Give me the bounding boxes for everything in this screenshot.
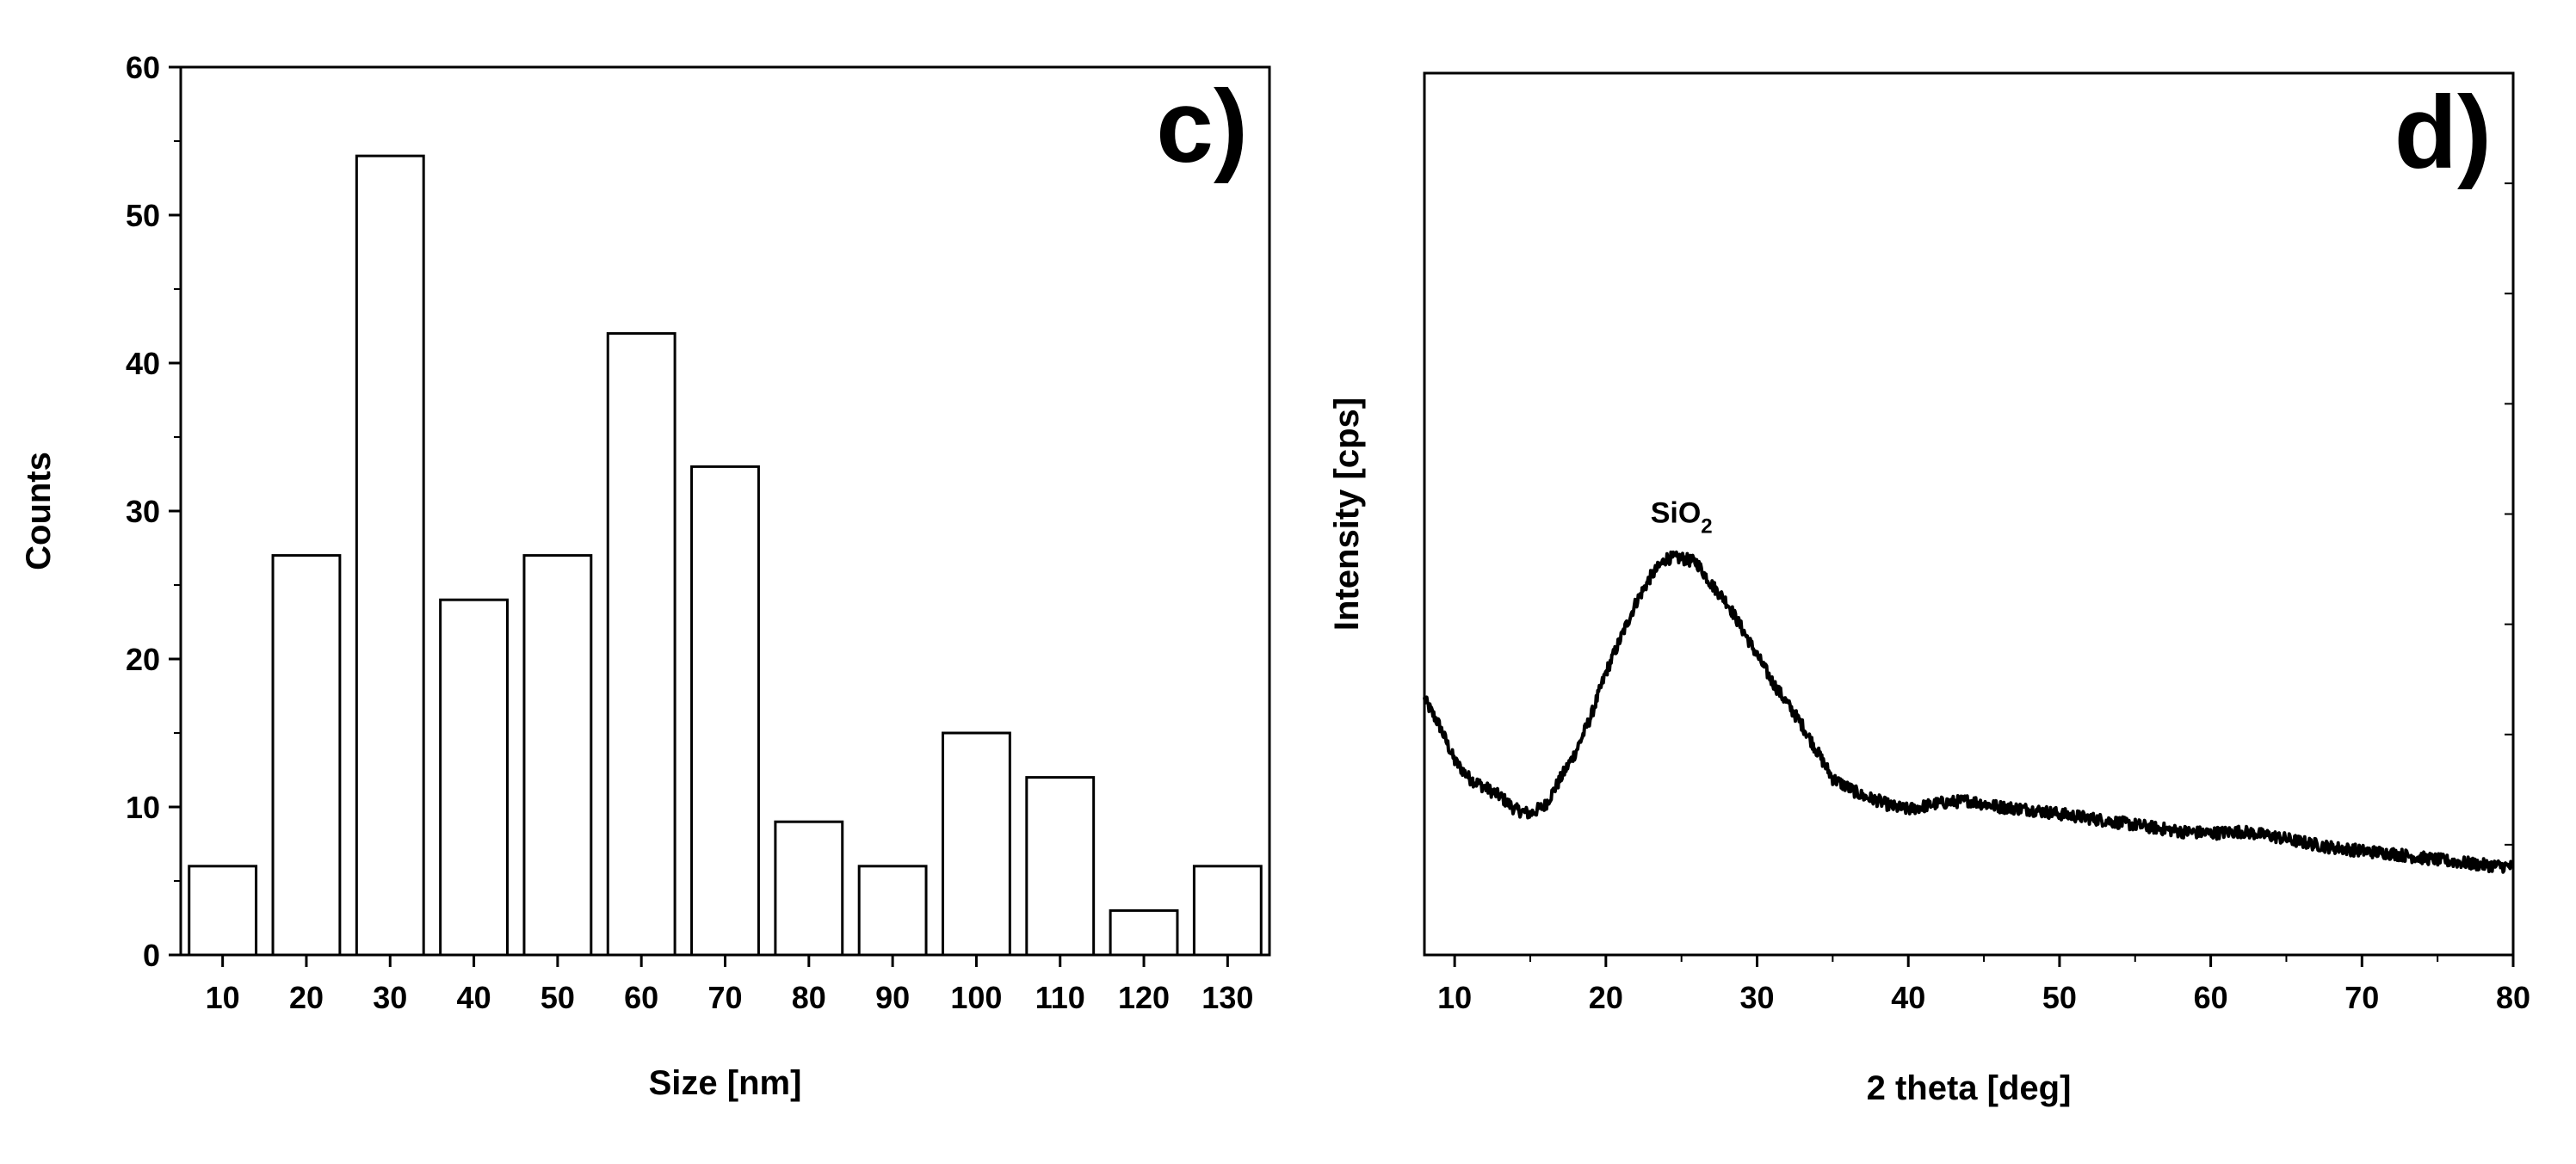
- histogram-bar-10: [188, 865, 258, 957]
- histogram-x-tick-label: 100: [950, 980, 1002, 1015]
- histogram-bar-30: [355, 154, 425, 957]
- histogram-y-tick-label: 30: [126, 494, 160, 529]
- xrd-x-tick-label: 60: [2194, 980, 2228, 1015]
- histogram-x-tick-label: 70: [707, 980, 742, 1015]
- histogram-bar-70: [690, 465, 760, 957]
- panel-label-c: c): [1156, 69, 1248, 184]
- histogram-bar-60: [606, 332, 676, 957]
- xrd-x-tick-label: 70: [2344, 980, 2379, 1015]
- histogram-x-axis-title: Size [nm]: [649, 1064, 802, 1102]
- panel-label-d: d): [2394, 75, 2492, 190]
- xrd-x-tick-label: 10: [1437, 980, 1472, 1015]
- sio2-annotation-subscript: 2: [1701, 515, 1712, 539]
- sio2-peak-annotation: SiO2: [1651, 497, 1713, 539]
- histogram-panel-c: 0 10 20 30 40 50 60 10 20 30 40 50 60 70 80 90 100 110 12…: [20, 50, 1271, 1102]
- histogram-x-axis: 10 20 30 40 50 60 70 80 90 100 110 120 130: [206, 955, 1253, 1015]
- histogram-bar-50: [522, 554, 593, 957]
- xrd-x-tick-label: 50: [2042, 980, 2077, 1015]
- histogram-x-tick-label: 110: [1035, 980, 1085, 1015]
- histogram-x-tick-label: 90: [875, 980, 910, 1015]
- histogram-bar-120: [1109, 908, 1179, 957]
- histogram-bar-90: [857, 865, 928, 957]
- histogram-y-tick-label: 60: [126, 50, 160, 85]
- histogram-y-tick-label: 50: [126, 198, 160, 233]
- histogram-y-tick-label: 20: [126, 642, 160, 677]
- xrd-x-axis: 10 20 30 40 50 60 70 80: [1437, 955, 2530, 1015]
- xrd-y-axis: [2505, 182, 2513, 846]
- histogram-x-tick-label: 50: [541, 980, 575, 1015]
- histogram-x-tick-label: 120: [1118, 980, 1170, 1015]
- histogram-x-tick-label: 20: [289, 980, 324, 1015]
- xrd-x-tick-label: 80: [2496, 980, 2530, 1015]
- histogram-bar-110: [1025, 776, 1096, 957]
- histogram-bar-130: [1192, 865, 1263, 957]
- histogram-bar-20: [271, 554, 342, 957]
- xrd-plot-frame: [1423, 71, 2515, 957]
- histogram-y-tick-label: 40: [126, 346, 160, 381]
- histogram-x-tick-label: 10: [206, 980, 240, 1015]
- histogram-bars: [188, 154, 1263, 957]
- xrd-y-axis-title: Intensity [cps]: [1328, 397, 1366, 631]
- histogram-x-tick-label: 30: [373, 980, 407, 1015]
- histogram-bar-40: [439, 598, 509, 957]
- histogram-bar-100: [942, 731, 1011, 957]
- sio2-annotation-text: SiO: [1651, 497, 1702, 530]
- histogram-y-axis: 0 10 20 30 40 50 60: [126, 50, 181, 973]
- histogram-y-axis-title: Counts: [20, 452, 58, 570]
- histogram-x-tick-label: 60: [624, 980, 658, 1015]
- xrd-x-tick-label: 40: [1891, 980, 1925, 1015]
- xrd-x-axis-title: 2 theta [deg]: [1867, 1069, 2072, 1107]
- histogram-y-tick-label: 0: [143, 938, 160, 973]
- xrd-panel-d: 10 20 30 40 50 60 70 80 d) 2 theta [deg] Intens…: [1328, 71, 2530, 1107]
- histogram-x-tick-label: 130: [1202, 980, 1253, 1015]
- histogram-x-tick-label: 80: [792, 980, 826, 1015]
- histogram-x-tick-label: 40: [457, 980, 491, 1015]
- xrd-x-tick-label: 30: [1740, 980, 1775, 1015]
- xrd-x-tick-label: 20: [1589, 980, 1623, 1015]
- xrd-pattern-line: [1423, 550, 2515, 874]
- histogram-bar-80: [774, 820, 844, 957]
- histogram-y-tick-label: 10: [126, 790, 160, 825]
